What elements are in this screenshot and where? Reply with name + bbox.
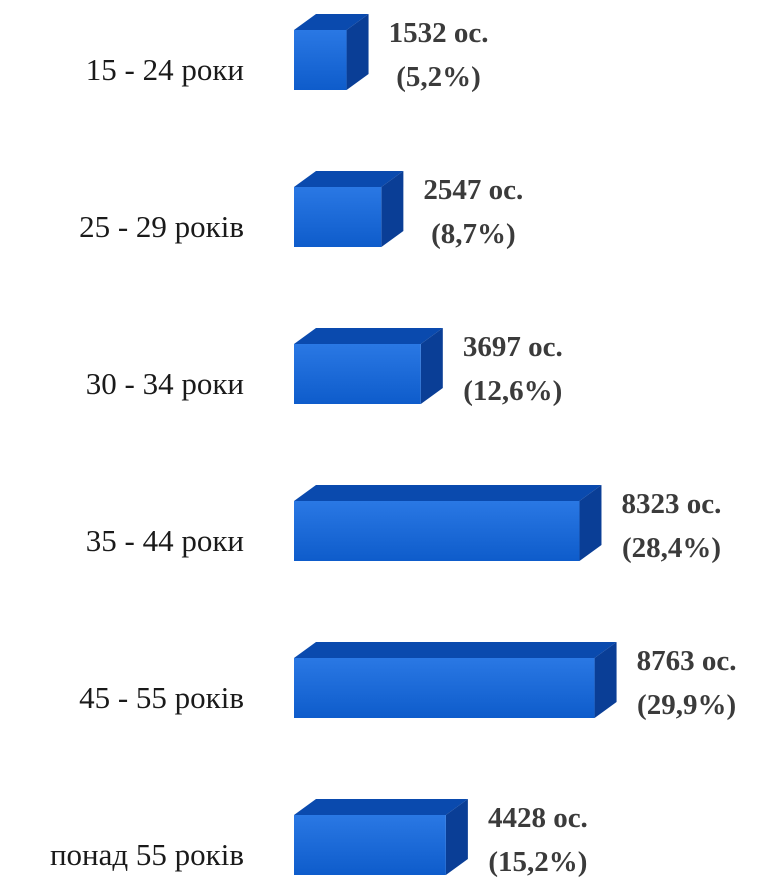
percent-label-5: (15,2%) (488, 846, 587, 878)
percent-label-2: (12,6%) (463, 375, 562, 407)
value-label-2: 3697 ос. (463, 331, 563, 363)
bar-side-2 (420, 328, 443, 404)
bar-side-1 (381, 171, 404, 247)
percent-label-3: (28,4%) (622, 532, 721, 564)
category-label-3: 35 - 44 роки (86, 523, 244, 558)
bar-2 (294, 344, 421, 404)
bar-5 (294, 815, 446, 875)
percent-label-1: (8,7%) (431, 218, 516, 250)
bar-top-5 (294, 799, 468, 815)
category-label-5: понад 55 років (50, 837, 244, 872)
bar-4 (294, 658, 595, 718)
value-label-3: 8323 ос. (622, 488, 722, 520)
category-label-4: 45 - 55 років (79, 680, 244, 715)
value-label-1: 2547 ос. (423, 174, 523, 206)
percent-label-4: (29,9%) (637, 689, 736, 721)
bar-top-4 (294, 642, 617, 658)
bar-0 (294, 30, 347, 90)
bar-1 (294, 187, 382, 247)
category-label-1: 25 - 29 років (79, 209, 244, 244)
value-label-0: 1532 ос. (389, 17, 489, 49)
category-label-2: 30 - 34 роки (86, 366, 244, 401)
bar-side-3 (579, 485, 602, 561)
category-label-0: 15 - 24 роки (86, 52, 244, 87)
bar-3 (294, 501, 580, 561)
percent-label-0: (5,2%) (396, 61, 481, 93)
bar-top-2 (294, 328, 443, 344)
value-label-5: 4428 ос. (488, 802, 588, 834)
bar-side-4 (594, 642, 617, 718)
value-label-4: 8763 ос. (637, 645, 737, 677)
bar-side-5 (445, 799, 468, 875)
bar-top-3 (294, 485, 602, 501)
bar-top-0 (294, 14, 369, 30)
bar-top-1 (294, 171, 404, 187)
bar-side-0 (346, 14, 369, 90)
